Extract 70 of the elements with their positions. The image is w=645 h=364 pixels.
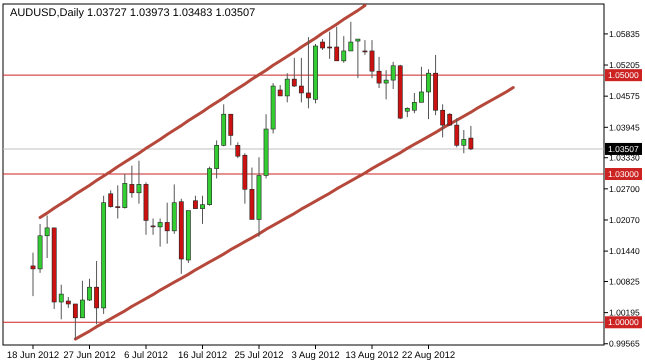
candlestick bbox=[334, 26, 340, 62]
candlestick bbox=[362, 40, 368, 56]
candlestick bbox=[426, 68, 431, 120]
x-tick-label: 22 Aug 2012 bbox=[402, 350, 456, 361]
candlestick bbox=[461, 130, 466, 154]
candlestick bbox=[80, 280, 85, 318]
candlestick bbox=[30, 252, 36, 297]
candlestick bbox=[115, 184, 120, 219]
ref-line-label: 1.03507 bbox=[608, 144, 639, 154]
candlestick bbox=[355, 38, 360, 79]
candlestick bbox=[376, 56, 382, 89]
candlestick bbox=[348, 21, 354, 52]
candlestick bbox=[129, 165, 134, 198]
candlestick bbox=[447, 112, 452, 127]
candlestick bbox=[384, 70, 389, 100]
x-tick-label: 25 Jul 2012 bbox=[234, 350, 284, 361]
candlestick bbox=[292, 57, 297, 88]
candlestick bbox=[454, 118, 460, 148]
x-tick-label: 18 Jun 2012 bbox=[6, 350, 60, 361]
candlestick bbox=[200, 195, 205, 224]
y-tick-label: 1.02070 bbox=[609, 214, 640, 225]
y-tick-label: 1.04575 bbox=[609, 91, 640, 102]
x-tick-label: 27 Jun 2012 bbox=[63, 350, 116, 361]
candlestick bbox=[468, 125, 474, 151]
candlestick bbox=[419, 66, 424, 103]
candlestick bbox=[412, 92, 417, 114]
candlestick bbox=[108, 190, 114, 208]
ref-line-label: 1.00000 bbox=[608, 317, 639, 328]
candlestick bbox=[136, 160, 142, 204]
candlestick bbox=[214, 140, 220, 179]
candlestick bbox=[298, 57, 304, 103]
candlestick bbox=[193, 195, 198, 210]
candlestick bbox=[235, 142, 240, 159]
candlestick bbox=[320, 38, 325, 50]
candlestick bbox=[284, 72, 290, 103]
x-tick-label: 3 Aug 2012 bbox=[291, 350, 340, 361]
y-tick-label: 1.03945 bbox=[609, 122, 640, 132]
y-tick-label: 1.05205 bbox=[609, 60, 640, 70]
candlestick bbox=[94, 260, 99, 325]
candlestick bbox=[370, 40, 374, 79]
candlestick bbox=[327, 31, 332, 60]
candlestick bbox=[341, 36, 346, 64]
candlestick bbox=[390, 61, 396, 90]
chart-title: AUDUSD,Daily 1.03727 1.03973 1.03483 1.03507 bbox=[10, 7, 256, 19]
x-tick-label: 16 Jul 2012 bbox=[178, 350, 228, 361]
candlestick bbox=[66, 296, 71, 308]
x-tick-label: 6 Jul 2012 bbox=[124, 350, 168, 361]
candlestick bbox=[306, 36, 311, 109]
candlestick bbox=[440, 104, 446, 138]
candlestick bbox=[158, 218, 163, 248]
ref-line-label: 1.03000 bbox=[608, 168, 639, 179]
y-tick-label: 0.99565 bbox=[609, 338, 640, 349]
candlestick bbox=[44, 215, 50, 259]
candlestick bbox=[164, 202, 170, 244]
candlestick bbox=[72, 303, 78, 340]
y-tick-label: 1.00195 bbox=[609, 308, 640, 318]
candlestick bbox=[150, 218, 156, 236]
ref-line-label: 1.05000 bbox=[608, 70, 639, 80]
y-tick-label: 1.00825 bbox=[609, 276, 640, 286]
y-tick-label: 1.03330 bbox=[609, 152, 640, 163]
candlestick bbox=[58, 284, 64, 320]
line-series bbox=[74, 86, 515, 341]
candlestick bbox=[228, 114, 234, 146]
candlestick bbox=[278, 84, 283, 96]
y-tick-label: 1.05835 bbox=[609, 28, 640, 39]
candlestick bbox=[87, 278, 92, 302]
y-tick-label: 1.01440 bbox=[609, 246, 640, 256]
y-tick-label: 1.02700 bbox=[609, 184, 640, 194]
x-tick-label: 13 Aug 2012 bbox=[345, 350, 399, 361]
candlestick bbox=[404, 106, 410, 118]
